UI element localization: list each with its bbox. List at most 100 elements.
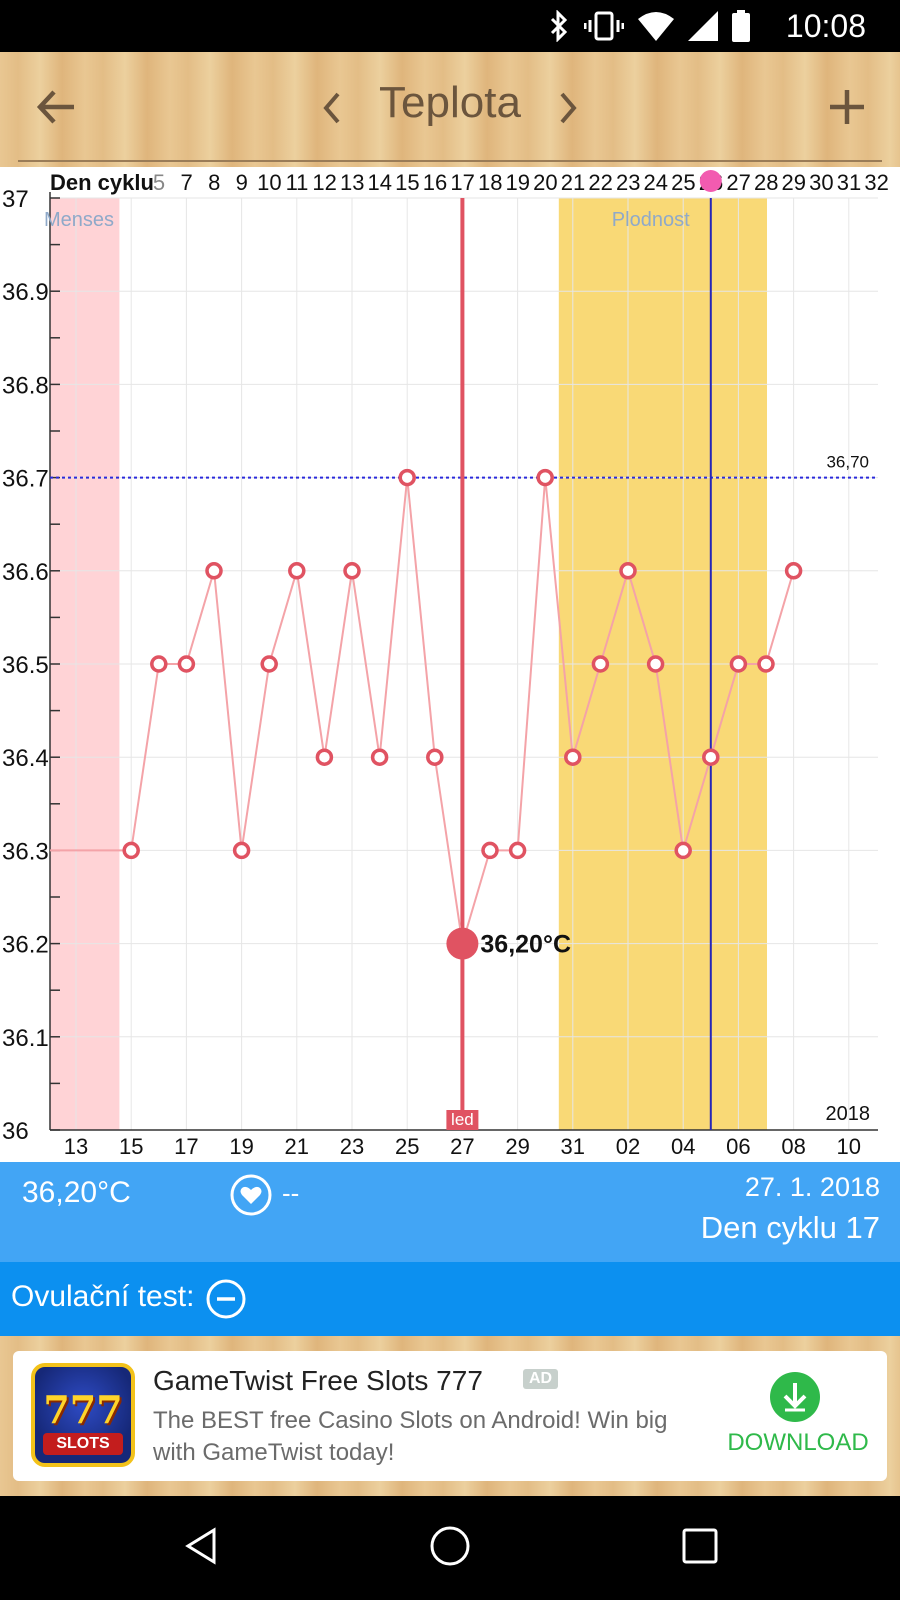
cycle-day-number: 19 [506,170,530,195]
minus-circle-icon[interactable] [205,1278,247,1320]
y-tick-label: 36.6 [2,559,49,586]
temperature-point [426,748,444,766]
wifi-icon [638,12,674,41]
cycle-day-number: 28 [754,170,778,195]
nav-back-icon[interactable] [180,1524,222,1568]
ad-app-logo[interactable]: 777 SLOTS [31,1363,135,1467]
cycle-day-number: 20 [533,170,557,195]
toolbar-divider [18,160,882,162]
status-bar: 10:08 [0,0,900,52]
ad-area: 777 SLOTS GameTwist Free Slots 777 AD Th… [0,1336,900,1496]
previous-chevron-icon[interactable] [318,88,348,128]
nav-recent-icon[interactable] [680,1526,720,1566]
bluetooth-icon [550,10,568,42]
cycle-day-number: 13 [340,170,364,195]
ad-badge: AD [523,1369,559,1389]
ad-description: The BEST free Casino Slots on Android! W… [153,1407,668,1466]
ad-title[interactable]: GameTwist Free Slots 777 [153,1365,483,1396]
x-tick-label: 17 [174,1134,198,1159]
y-tick-label: 36.4 [2,745,49,772]
cycle-day-number: 9 [236,170,248,195]
x-tick-label: 08 [781,1134,805,1159]
y-tick-label: 36.2 [2,932,49,959]
cycle-day: Den cyklu 17 [700,1210,880,1245]
cycle-day-number: 17 [450,170,474,195]
ovulation-test-bar[interactable]: Ovulační test: [0,1262,900,1336]
x-tick-label: 25 [395,1134,419,1159]
selected-temperature: 36,20°C [22,1176,131,1209]
x-tick-label: 21 [285,1134,309,1159]
nav-home-icon[interactable] [428,1524,472,1568]
signal-icon [688,11,718,41]
x-tick-label: 06 [726,1134,750,1159]
temperature-point [757,655,775,673]
y-tick-label: 36.3 [2,838,49,865]
x-tick-label: 10 [837,1134,861,1159]
download-button[interactable]: DOWNLOAD [727,1429,869,1456]
cycle-day-number: 21 [561,170,585,195]
menses-label: Menses [44,209,114,231]
add-icon[interactable] [822,82,872,132]
status-icons [548,10,750,42]
temperature-point [205,562,223,580]
cycle-day-number: 5 [153,170,165,195]
x-tick-label: 29 [505,1134,529,1159]
download-icon[interactable] [769,1371,821,1423]
selected-value-label: 36,20°C [480,931,571,959]
temperature-point [536,468,554,487]
temperature-point [122,841,140,860]
cycle-day-number: 12 [312,170,336,195]
cycle-day-number: 18 [478,170,502,195]
fertility-label: Plodnost [612,209,690,231]
cycle-day-label: Den cyklu [50,170,154,195]
temperature-point [784,562,803,580]
y-tick-label: 36.9 [2,279,49,306]
month-marker [446,1110,479,1130]
cycle-day-number: 24 [644,170,668,195]
temperature-point [398,468,416,487]
cycle-day-number: 15 [395,170,419,195]
cycle-day-number: 29 [782,170,806,195]
y-tick-label: 36.5 [2,652,49,679]
x-tick-label: 19 [229,1134,253,1159]
cycle-day-number: 8 [208,170,220,195]
next-chevron-icon[interactable] [552,88,582,128]
month-label: led [451,1110,474,1129]
year-label: 2018 [826,1103,871,1125]
temperature-point [288,562,306,580]
temperature-point [508,841,527,860]
navigation-bar [0,1496,900,1600]
x-tick-label: 02 [616,1134,640,1159]
cycle-day-number: 10 [257,170,281,195]
ad-card[interactable]: 777 SLOTS GameTwist Free Slots 777 AD Th… [13,1351,887,1481]
temperature-point [619,562,637,580]
ovulation-marker [699,170,722,192]
y-tick-label: 36.7 [2,466,49,493]
temperature-point [315,748,334,766]
status-time: 10:08 [785,8,866,44]
temperature-chart-area[interactable]: Menses Plodnost 36 36.1 36.2 36.3 36.4 36.5 36.6… [0,167,900,1162]
y-tick-label: 36.1 [2,1025,49,1052]
cycle-day-number: 7 [180,170,192,195]
temperature-chart[interactable]: Menses Plodnost 36 36.1 36.2 36.3 36.4 36.5 36.6… [0,167,900,1162]
mood-value: -- [282,1178,300,1208]
temperature-point [729,655,748,673]
ovulation-test-label: Ovulační test: [11,1280,195,1313]
toolbar: Teplota [0,52,900,167]
cycle-day-number: 14 [368,170,392,195]
back-arrow-icon[interactable] [32,82,82,132]
day-info-bar[interactable]: 36,20°C -- 27. 1. 2018 Den cyklu 17 [0,1162,900,1262]
cycle-day-number: 32 [864,170,888,195]
temperature-point [177,655,196,673]
selected-date: 27. 1. 2018 [744,1172,880,1202]
temperature-point [481,841,499,860]
temperature-point [150,655,168,673]
page-title: Teplota [379,78,521,127]
temperature-point [646,655,665,673]
heart-icon[interactable] [230,1174,272,1216]
x-tick-label: 31 [561,1134,585,1159]
temperature-point [370,748,389,766]
cycle-day-number: 22 [588,170,612,195]
x-tick-label: 04 [671,1134,695,1159]
x-tick-label: 23 [340,1134,364,1159]
